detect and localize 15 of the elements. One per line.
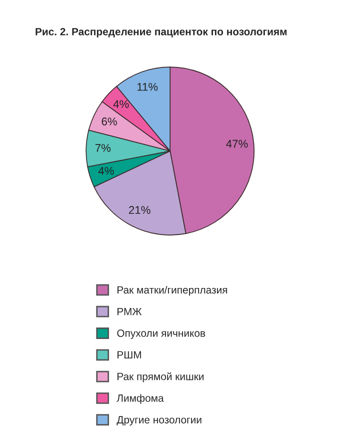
legend-label: Другие нозологии bbox=[116, 416, 202, 426]
data-label: 47% bbox=[226, 140, 248, 148]
data-label: 6% bbox=[102, 118, 117, 126]
legend-label: РШМ bbox=[118, 351, 141, 358]
legend-label: Рак матки/гиперплазия bbox=[118, 286, 228, 296]
data-label: 4% bbox=[98, 166, 114, 175]
legend-label: Рак прямой кишки bbox=[118, 372, 204, 382]
chart-title: Рис. 2. Распределение пациенток по нозологиям bbox=[36, 28, 287, 38]
data-label: 11% bbox=[137, 82, 158, 91]
legend-label: Опухоли яичников bbox=[117, 330, 206, 339]
data-label: 7% bbox=[95, 144, 111, 152]
data-label: 21% bbox=[129, 206, 150, 214]
legend-label: РМЖ bbox=[118, 308, 142, 316]
data-label: 4% bbox=[113, 100, 129, 108]
legend-label: Лимфома bbox=[116, 394, 164, 404]
